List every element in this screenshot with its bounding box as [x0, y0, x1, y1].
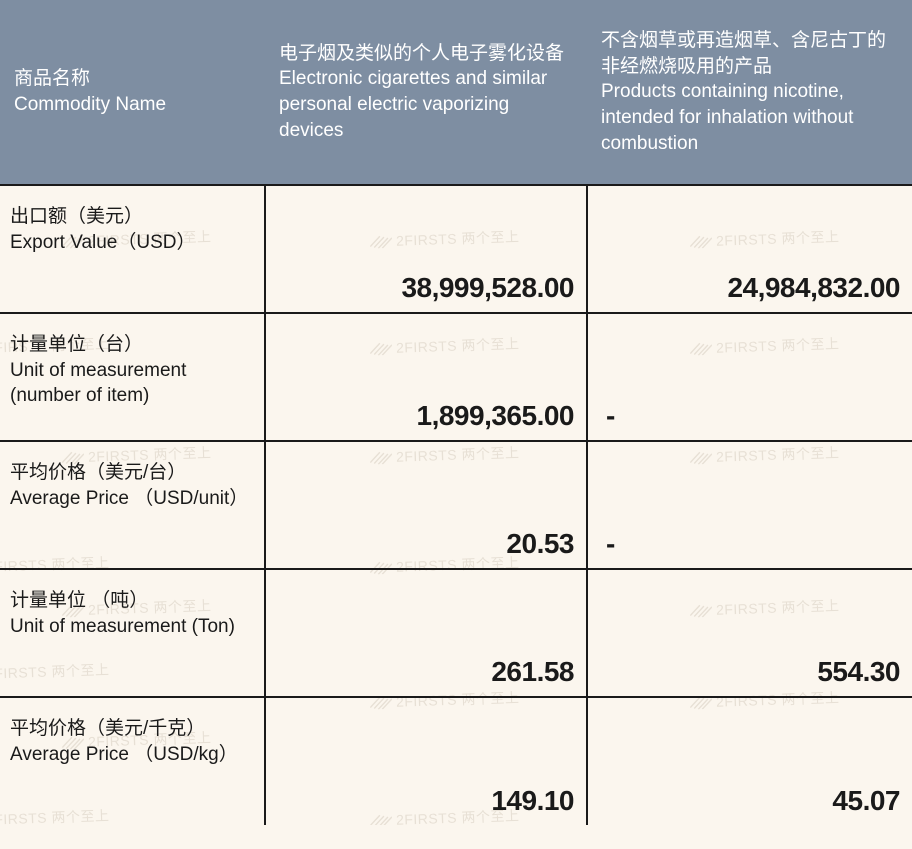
row-label-en: Average Price （USD/unit） — [10, 486, 252, 512]
row-label-cn: 计量单位（台） — [10, 332, 252, 358]
row-label-cn: 计量单位 （吨） — [10, 588, 252, 614]
row-value-col2: 45.07 — [587, 697, 912, 825]
header-col2-cn: 电子烟及类似的个人电子雾化设备 — [279, 41, 573, 67]
row-value-col1: 20.53 — [265, 441, 587, 569]
table-row: 平均价格（美元/台）Average Price （USD/unit）20.53- — [0, 441, 912, 569]
header-col3-cn: 不含烟草或再造烟草、含尼古丁的非经燃烧吸用的产品 — [601, 28, 898, 79]
header-col3-en: Products containing nicotine, intended f… — [601, 79, 898, 156]
table-body: 出口额（美元） Export Value（USD）38,999,528.0024… — [0, 185, 912, 825]
table-row: 计量单位（台）Unit of measurement (number of it… — [0, 313, 912, 441]
row-label: 平均价格（美元/台）Average Price （USD/unit） — [0, 441, 265, 569]
table-header-row: 商品名称 Commodity Name 电子烟及类似的个人电子雾化设备 Elec… — [0, 0, 912, 185]
row-label: 出口额（美元） Export Value（USD） — [0, 185, 265, 313]
export-data-table: 商品名称 Commodity Name 电子烟及类似的个人电子雾化设备 Elec… — [0, 0, 912, 825]
header-col2-en: Electronic cigarettes and similar person… — [279, 66, 573, 143]
row-label-en: Average Price （USD/kg） — [10, 742, 252, 768]
row-label-en: Export Value（USD） — [10, 230, 252, 256]
table-row: 计量单位 （吨）Unit of measurement (Ton)261.585… — [0, 569, 912, 697]
row-value-col1: 1,899,365.00 — [265, 313, 587, 441]
row-value-col2: - — [587, 441, 912, 569]
row-label: 计量单位（台）Unit of measurement (number of it… — [0, 313, 265, 441]
row-value-col2: - — [587, 313, 912, 441]
row-value-col1: 261.58 — [265, 569, 587, 697]
header-nicotine-products: 不含烟草或再造烟草、含尼古丁的非经燃烧吸用的产品 Products contai… — [587, 0, 912, 185]
row-label-cn: 出口额（美元） — [10, 204, 252, 230]
row-value-col2: 554.30 — [587, 569, 912, 697]
row-value-col2: 24,984,832.00 — [587, 185, 912, 313]
row-value-col1: 38,999,528.00 — [265, 185, 587, 313]
header-commodity-name: 商品名称 Commodity Name — [0, 0, 265, 185]
header-col1-cn: 商品名称 — [14, 66, 251, 92]
row-label: 平均价格（美元/千克）Average Price （USD/kg） — [0, 697, 265, 825]
row-label-cn: 平均价格（美元/千克） — [10, 716, 252, 742]
row-label-cn: 平均价格（美元/台） — [10, 460, 252, 486]
table-row: 出口额（美元） Export Value（USD）38,999,528.0024… — [0, 185, 912, 313]
header-ecig: 电子烟及类似的个人电子雾化设备 Electronic cigarettes an… — [265, 0, 587, 185]
row-label-en: Unit of measurement (Ton) — [10, 614, 252, 640]
row-label: 计量单位 （吨）Unit of measurement (Ton) — [0, 569, 265, 697]
header-col1-en: Commodity Name — [14, 92, 251, 118]
row-label-en: Unit of measurement (number of item) — [10, 358, 252, 409]
row-value-col1: 149.10 — [265, 697, 587, 825]
table-row: 平均价格（美元/千克）Average Price （USD/kg）149.104… — [0, 697, 912, 825]
